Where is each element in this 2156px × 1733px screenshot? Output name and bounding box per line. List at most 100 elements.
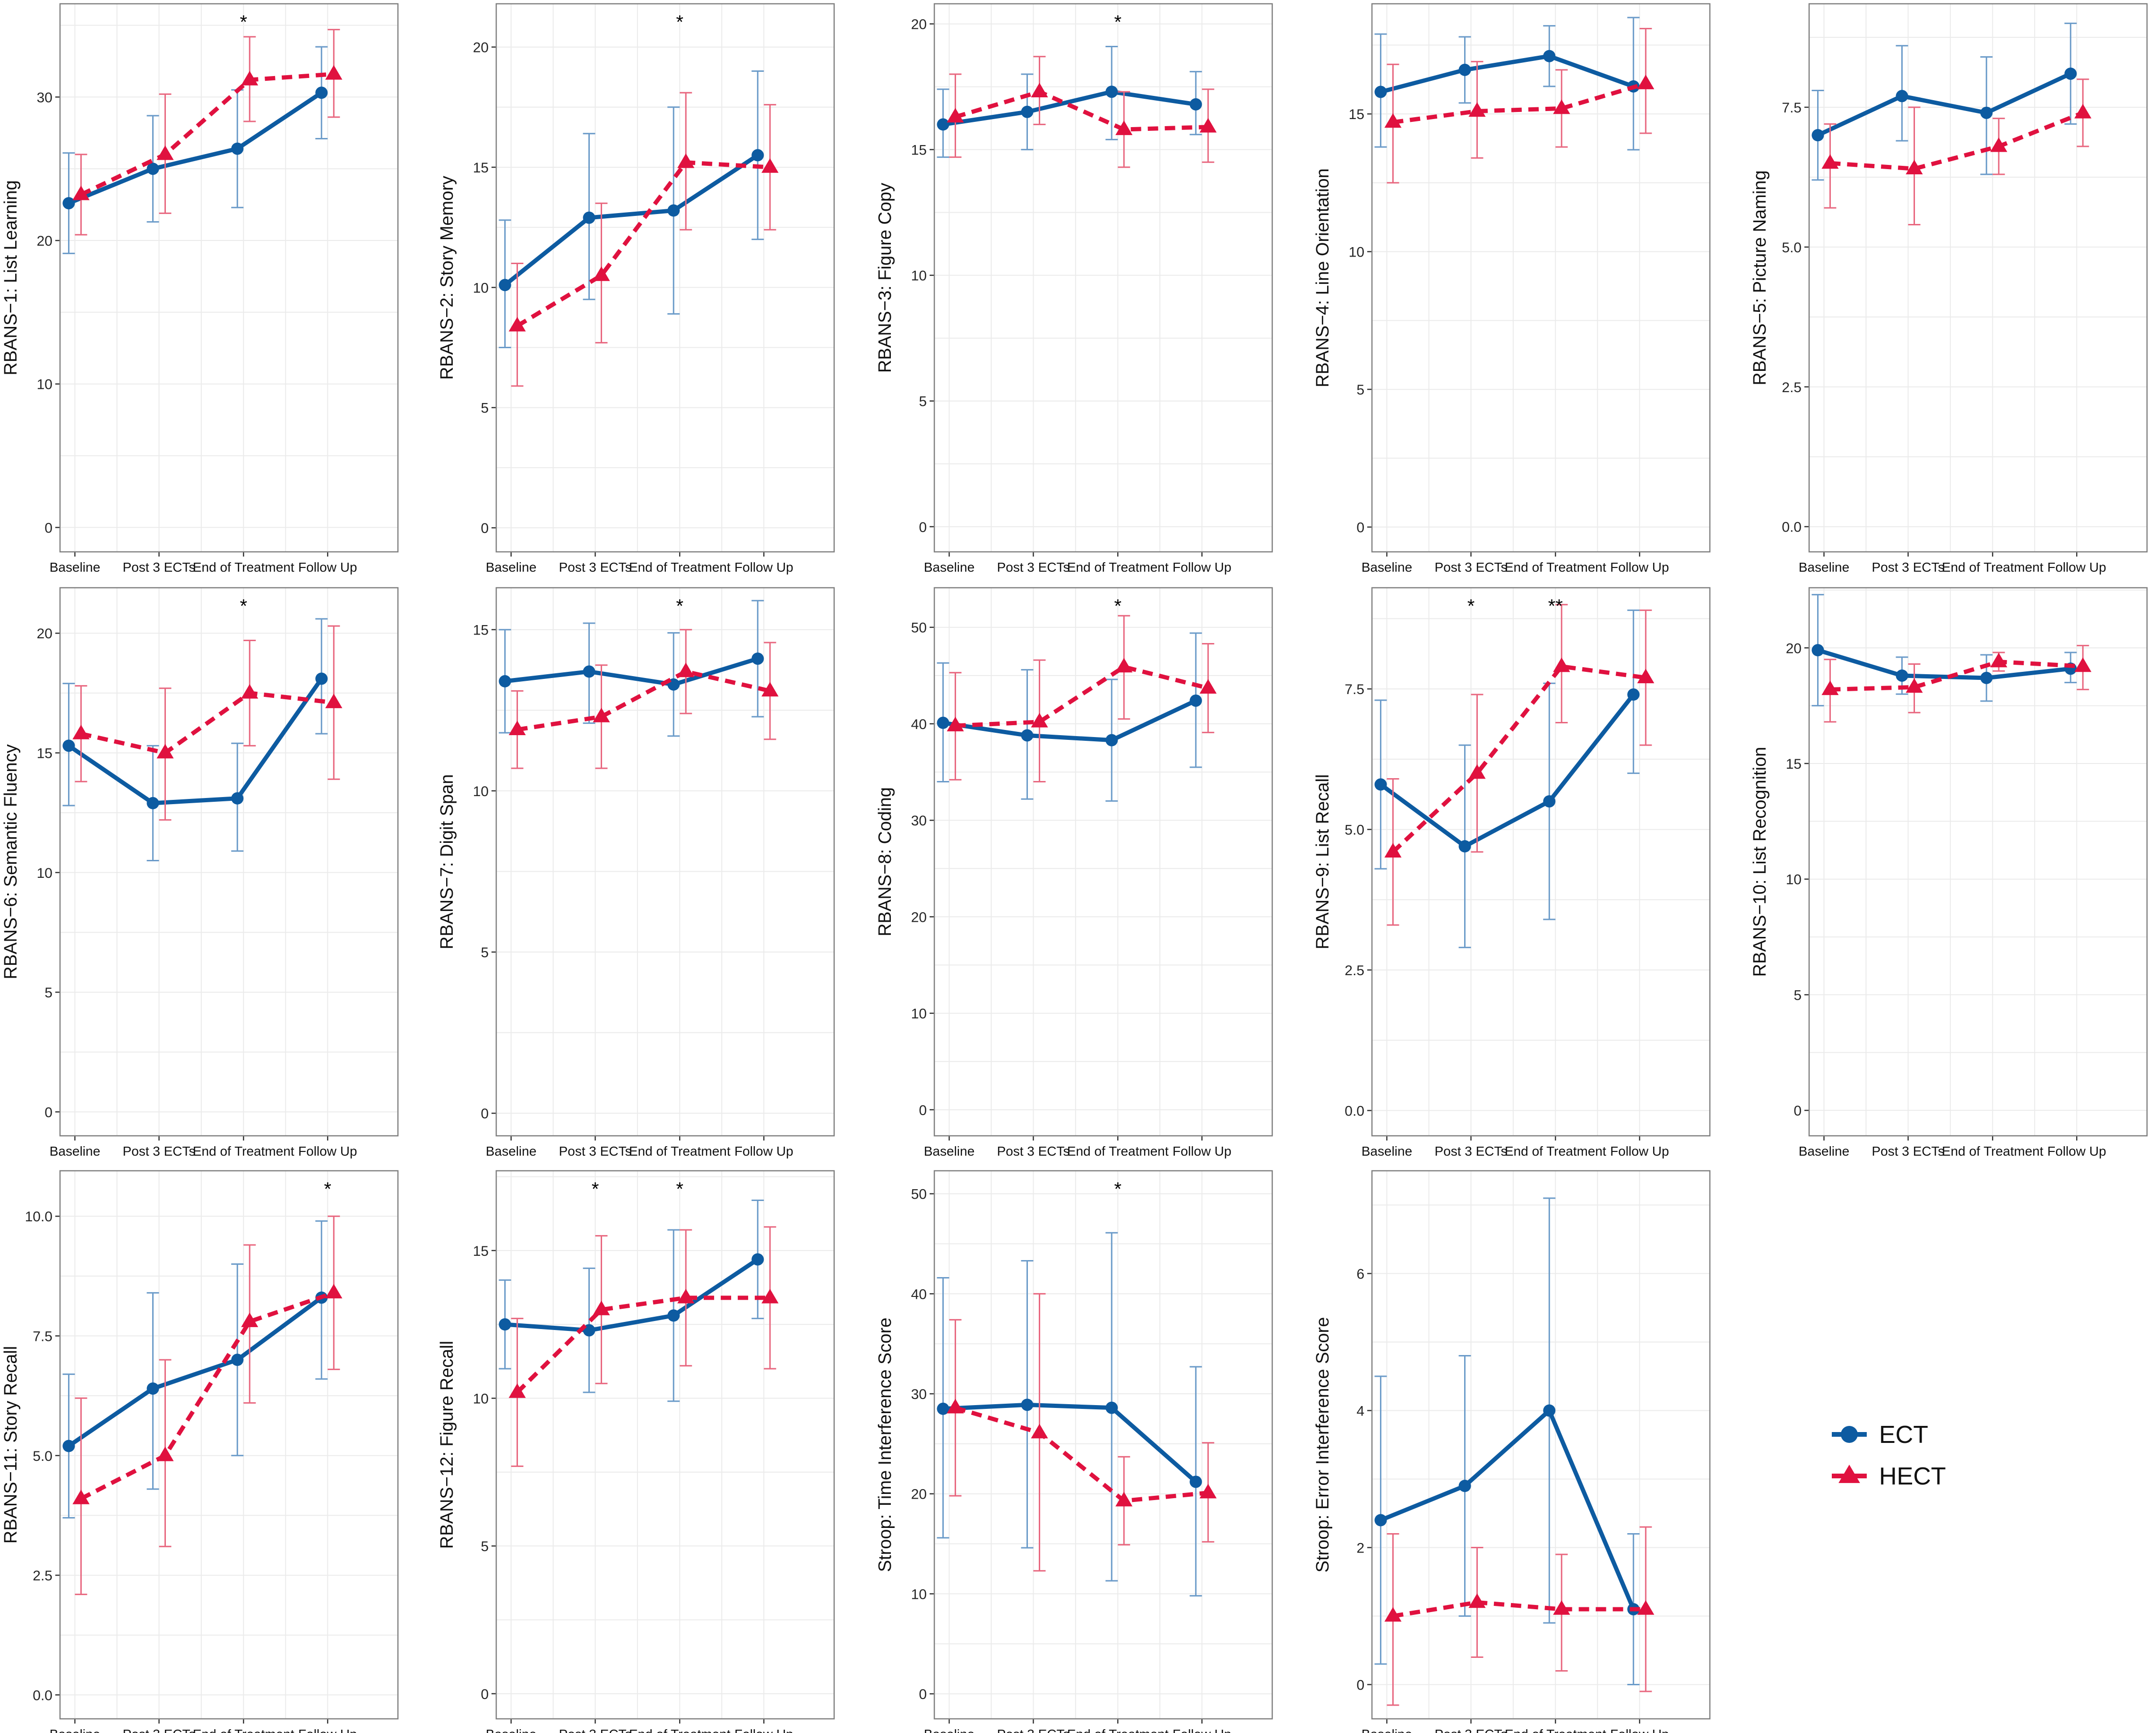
hect-point xyxy=(1468,764,1486,779)
y-axis-label: RBANS−3: Figure Copy xyxy=(875,183,895,373)
series-ect xyxy=(1811,22,2077,181)
legend-label: ECT xyxy=(1879,1421,1928,1449)
significance-marker: * xyxy=(1467,596,1475,617)
panel-frame xyxy=(1808,587,2148,1137)
x-tick-label: Post 3 ECTs xyxy=(1871,1144,1944,1158)
hect-point xyxy=(593,707,610,722)
y-tick-label: 5 xyxy=(1794,987,1802,1003)
ect-point xyxy=(315,86,328,99)
y-tick-label: 15 xyxy=(37,746,52,762)
ect-point xyxy=(583,211,595,224)
series-hect xyxy=(947,56,1217,168)
y-tick-label: 0 xyxy=(44,1105,52,1120)
x-tick-label: Follow Up xyxy=(1173,1144,1231,1158)
series-hect xyxy=(72,625,343,821)
series-ect xyxy=(937,1232,1202,1597)
y-axis-label: RBANS−4: Line Orientation xyxy=(1313,168,1333,387)
series-line xyxy=(67,677,323,806)
x-tick-label: Baseline xyxy=(924,1144,975,1158)
ect-point xyxy=(1190,98,1202,111)
series-line xyxy=(516,160,770,328)
hect-point xyxy=(1115,658,1133,673)
x-tick-label: End of Treatment xyxy=(629,1727,731,1733)
ect-point xyxy=(1190,694,1202,707)
y-tick-label: 5.0 xyxy=(33,1449,52,1464)
y-tick-label: 40 xyxy=(911,1287,927,1302)
ect-point xyxy=(1543,50,1556,62)
x-tick-label: Post 3 ECTs xyxy=(122,560,195,575)
hect-point xyxy=(325,1284,343,1299)
series-line xyxy=(1379,693,1635,849)
y-tick-label: 6 xyxy=(1356,1267,1364,1282)
series-hect xyxy=(72,29,343,236)
ect-point xyxy=(1021,729,1034,742)
y-tick-label: 10 xyxy=(911,268,927,284)
hect-point xyxy=(241,684,259,699)
ect-point xyxy=(1105,734,1118,746)
x-tick-label: Baseline xyxy=(50,1144,100,1158)
series-line xyxy=(503,153,759,287)
y-axis-label: RBANS−5: Picture Naming xyxy=(1750,170,1770,385)
y-tick-label: 30 xyxy=(911,1387,927,1402)
y-tick-label: 2.5 xyxy=(1345,963,1364,978)
y-axis-label: RBANS−11: Story Recall xyxy=(1,1346,21,1544)
ect-point xyxy=(1811,644,1824,657)
y-tick-label: 5 xyxy=(481,401,489,416)
y-tick-label: 5.0 xyxy=(1782,240,1802,256)
x-tick-label: Follow Up xyxy=(2047,560,2106,575)
hect-point xyxy=(1384,843,1402,858)
ect-point xyxy=(1190,1476,1202,1488)
y-tick-label: 0 xyxy=(481,521,489,536)
significance-marker: * xyxy=(240,12,247,33)
ect-point xyxy=(231,792,244,805)
y-tick-label: 20 xyxy=(911,1487,927,1502)
y-axis-label: Stroop: Time Interference Score xyxy=(875,1318,895,1572)
hect-point xyxy=(241,70,259,86)
y-tick-label: 0 xyxy=(44,520,52,536)
y-tick-label: 0 xyxy=(481,1106,489,1122)
series-line xyxy=(1830,111,2084,171)
x-tick-label: End of Treatment xyxy=(193,1727,294,1733)
x-tick-label: End of Treatment xyxy=(1505,1144,1606,1158)
x-tick-label: End of Treatment xyxy=(629,560,731,575)
hect-point xyxy=(509,721,526,736)
hect-point xyxy=(156,744,174,759)
ect-point xyxy=(499,675,511,687)
series-line xyxy=(1391,664,1646,854)
x-tick-label: Baseline xyxy=(50,560,100,575)
hect-point xyxy=(1384,113,1402,128)
series-ect xyxy=(937,45,1202,158)
series-hect xyxy=(72,1215,343,1596)
ect-point xyxy=(499,279,511,292)
ect-point xyxy=(147,163,159,175)
x-tick-label: Baseline xyxy=(924,560,975,575)
hect-point xyxy=(325,65,343,80)
y-axis-label: Stroop: Error Interference Score xyxy=(1313,1317,1333,1573)
x-tick-label: Follow Up xyxy=(1173,560,1231,575)
ect-point xyxy=(1105,86,1118,98)
ect-point xyxy=(751,1253,764,1266)
y-tick-label: 15 xyxy=(1349,107,1364,122)
series-line xyxy=(1392,1600,1646,1618)
series-line xyxy=(1817,71,2072,137)
ect-point xyxy=(1458,840,1471,853)
series-line xyxy=(1392,81,1647,125)
series-line xyxy=(1817,648,2071,680)
y-tick-label: 2.5 xyxy=(33,1568,52,1584)
hect-point xyxy=(947,717,964,731)
x-tick-label: Post 3 ECTs xyxy=(559,1144,631,1158)
hect-point xyxy=(156,145,174,160)
y-tick-label: 50 xyxy=(911,1187,927,1202)
hect-point xyxy=(1906,160,1923,174)
y-tick-label: 0 xyxy=(919,1687,927,1702)
y-axis-label: RBANS−2: Story Memory xyxy=(437,176,457,380)
series-line xyxy=(517,669,771,732)
hect-point xyxy=(509,317,526,332)
series-line xyxy=(943,1402,1198,1484)
y-tick-label: 10 xyxy=(473,784,489,799)
panel-frame xyxy=(1808,3,2148,553)
ect-point xyxy=(231,1354,244,1366)
